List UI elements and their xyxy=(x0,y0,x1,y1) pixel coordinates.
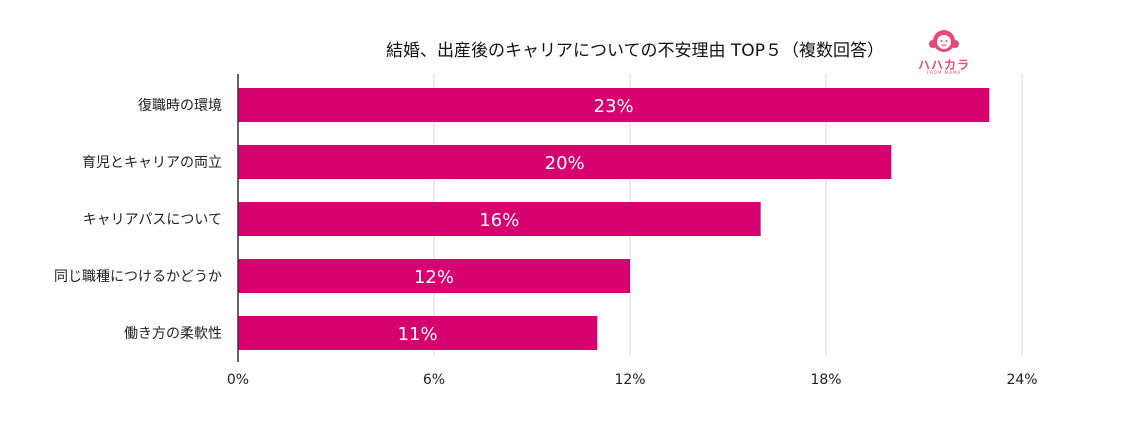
category-label: 育児とキャリアの両立 xyxy=(82,155,222,171)
logo-text: ハハカラ xyxy=(917,58,970,72)
data-label: 12% xyxy=(414,267,454,288)
bar xyxy=(238,316,598,350)
bar xyxy=(238,259,630,293)
bar xyxy=(238,202,761,236)
x-tick-label: 12% xyxy=(614,372,645,388)
category-label: 同じ職種につけるかどうか xyxy=(54,269,222,285)
x-tick-label: 18% xyxy=(810,372,841,388)
x-tick-label: 6% xyxy=(423,372,445,388)
data-label: 11% xyxy=(398,324,438,345)
brand-logo: ハハカラ FROM MAMA xyxy=(916,26,976,75)
data-label: 23% xyxy=(594,96,634,117)
data-label: 16% xyxy=(479,210,519,231)
category-label: 働き方の柔軟性 xyxy=(124,326,222,342)
category-label: キャリアパスについて xyxy=(83,212,222,228)
x-tick-label: 24% xyxy=(1006,372,1037,388)
chart-title: 結婚、出産後のキャリアについての不安理由 TOP５（複数回答） xyxy=(386,41,884,61)
logo-face-icon xyxy=(929,30,959,52)
bar xyxy=(238,88,990,122)
x-tick-label: 0% xyxy=(227,372,249,388)
logo-subtext: FROM MAMA xyxy=(926,70,962,75)
bar xyxy=(238,145,892,179)
category-label: 復職時の環境 xyxy=(138,97,222,114)
data-label: 20% xyxy=(545,153,585,174)
